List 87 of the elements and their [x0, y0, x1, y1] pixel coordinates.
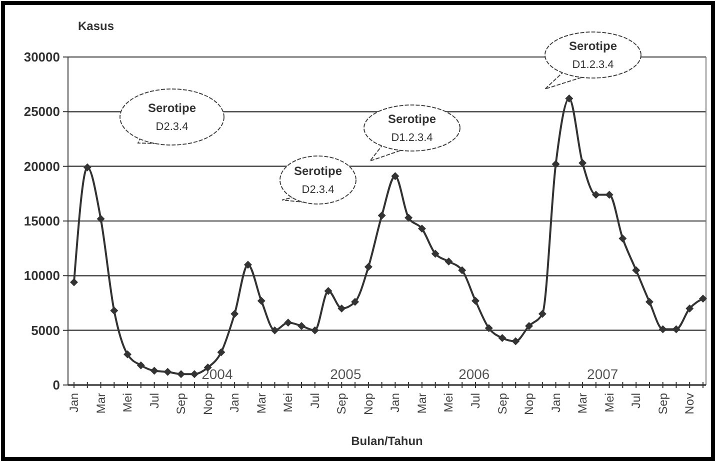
- x-tick-label: Mei: [120, 393, 135, 412]
- annotation: Serotipe D1.2.3.4: [568, 39, 618, 71]
- x-tick-label: Nop: [200, 392, 215, 416]
- annotation: 2005: [330, 366, 362, 382]
- point: [190, 370, 198, 378]
- point: [391, 172, 400, 180]
- point: [565, 94, 574, 103]
- y-tick-label: 20000: [24, 158, 60, 174]
- point: [150, 366, 158, 375]
- point: [230, 310, 239, 318]
- x-tick-label: Sep: [495, 392, 510, 414]
- y-axis-title: Kasus: [78, 19, 114, 33]
- x-tick-label: Nop: [361, 392, 376, 416]
- x-tick-label: Mei: [442, 393, 456, 412]
- point: [618, 234, 627, 242]
- y-tick-label: 0: [52, 378, 60, 393]
- point: [672, 325, 680, 334]
- point: [699, 294, 707, 303]
- x-tick-label: Jan: [548, 393, 563, 412]
- point: [552, 160, 560, 168]
- x-tick-label: Jul: [308, 393, 322, 408]
- point: [351, 298, 360, 306]
- x-tick-label: Jul: [468, 393, 482, 408]
- point: [444, 257, 453, 266]
- point: [70, 278, 78, 286]
- point: [471, 296, 480, 305]
- point: [164, 368, 172, 376]
- point: [217, 348, 226, 356]
- annotation: Serotipe D1.2.3.4: [388, 112, 436, 144]
- x-tick-label: Mar: [94, 393, 108, 414]
- x-tick-label: Mar: [254, 393, 268, 414]
- point: [418, 224, 426, 233]
- x-tick-label: Mar: [414, 393, 429, 414]
- y-tick-label: 10000: [24, 268, 60, 284]
- x-tick-label: Sep: [174, 392, 188, 414]
- x-tick-label: Jan: [388, 393, 402, 412]
- x-tick-label: Sep: [334, 392, 349, 414]
- y-tick-label: 25000: [24, 104, 60, 120]
- point: [484, 324, 493, 332]
- point: [364, 262, 372, 271]
- point: [498, 334, 506, 342]
- point: [578, 159, 587, 168]
- point: [284, 318, 292, 327]
- annotation: 2007: [587, 366, 618, 382]
- point: [244, 260, 252, 269]
- point: [645, 298, 654, 306]
- point: [658, 325, 667, 334]
- y-tick-label: 30000: [24, 50, 60, 65]
- point: [605, 190, 614, 199]
- point: [458, 266, 466, 274]
- point: [538, 310, 546, 318]
- point: [298, 322, 306, 330]
- point: [177, 370, 186, 378]
- x-tick-label: Jan: [67, 393, 81, 412]
- point: [136, 361, 145, 370]
- annotation: Serotipe D2.3.4: [294, 164, 342, 196]
- x-tick-label: Nov: [682, 393, 697, 414]
- x-tick-label: Mar: [576, 393, 590, 414]
- y-tick-label: 15000: [24, 214, 60, 229]
- annotation: Serotipe D2.3.4: [148, 101, 196, 133]
- point: [512, 337, 520, 346]
- point: [592, 190, 600, 199]
- x-tick-label: Nop: [522, 392, 536, 416]
- point: [431, 250, 440, 258]
- point: [338, 304, 346, 312]
- annotation: 2006: [458, 366, 490, 382]
- x-tick-label: Jul: [147, 393, 162, 408]
- point: [632, 266, 640, 274]
- x-tick-label: Mei: [281, 393, 296, 412]
- point: [110, 306, 118, 315]
- point: [378, 212, 386, 220]
- y-tick-label: 5000: [31, 322, 60, 338]
- x-tick-label: Sep: [656, 392, 670, 414]
- point: [270, 326, 279, 334]
- x-tick-label: Mei: [602, 393, 616, 412]
- point: [310, 326, 319, 334]
- point: [686, 304, 694, 312]
- point: [83, 163, 92, 172]
- point: [404, 214, 413, 222]
- point: [96, 214, 105, 223]
- x-axis-title: Bulan/Tahun: [351, 434, 423, 448]
- point: [257, 296, 266, 305]
- x-tick-label: Jul: [629, 393, 644, 408]
- point: [324, 286, 332, 295]
- point: [525, 322, 534, 330]
- point: [124, 350, 132, 358]
- x-tick-label: Jan: [228, 393, 242, 412]
